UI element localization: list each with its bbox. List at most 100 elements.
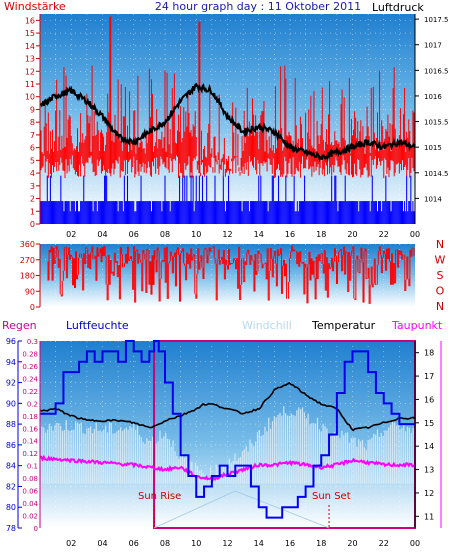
humidity-tick-label: 90 (6, 399, 16, 408)
legend-windchill: Windchill (242, 319, 292, 332)
x-tick-label: 10 (191, 539, 201, 548)
sun-arc (153, 490, 236, 529)
wind-tick-label: 11 (25, 80, 35, 89)
rain-tick-label: 0.12 (22, 450, 38, 458)
x-tick-label: 22 (379, 539, 389, 548)
temp-tick-label: 13 (424, 466, 434, 475)
pressure-tick-label: 1016 (424, 93, 442, 101)
rain-tick-label: 0.24 (22, 375, 38, 383)
wind-tick-label: 2 (30, 195, 35, 204)
rain-tick-label: 0.06 (22, 488, 38, 496)
compass-label: W (435, 254, 446, 267)
wind-axis-title: Windstärke (4, 0, 66, 13)
humidity-tick-label: 78 (6, 524, 16, 533)
humidity-tick-label: 84 (6, 462, 16, 471)
legend-regen: Regen (2, 319, 37, 332)
compass-label: S (437, 269, 444, 282)
compass-label: N (436, 238, 444, 251)
direction-tick-label: 0 (30, 303, 35, 312)
wind-tick-label: 5 (30, 156, 35, 165)
sunset-label: Sun Set (312, 491, 351, 502)
x-tick-label: 16 (285, 230, 295, 239)
wind-tick-label: 1 (30, 207, 35, 216)
compass-label: O (436, 285, 445, 298)
direction-tick-label: 180 (20, 272, 35, 281)
temp-tick-label: 12 (424, 489, 434, 498)
x-tick-label: 04 (97, 539, 107, 548)
wind-tick-label: 8 (30, 118, 35, 127)
temperature-line (39, 381, 416, 432)
direction-tick-label: 270 (20, 256, 35, 265)
rain-tick-label: 0.16 (22, 425, 38, 433)
rain-tick-label: 0.28 (22, 350, 38, 358)
pressure-tick-label: 1014 (424, 195, 442, 203)
x-tick-label: 04 (97, 230, 107, 239)
x-tick-label: 12 (222, 230, 232, 239)
temp-tick-label: 14 (424, 442, 434, 451)
x-tick-label: 08 (160, 230, 170, 239)
wind-tick-label: 0 (30, 220, 35, 229)
x-tick-label: 00 (410, 230, 420, 239)
humidity-line (40, 340, 415, 519)
rain-tick-label: 0.02 (22, 513, 38, 521)
rain-tick-label: 0.2 (27, 400, 38, 408)
compass-label: N (436, 300, 444, 313)
temp-tick-label: 17 (424, 372, 434, 381)
rain-tick-label: 0.22 (22, 388, 38, 396)
legend-taupunkt: Taupunkt (391, 319, 443, 332)
x-tick-label: 14 (254, 539, 264, 548)
x-tick-label: 18 (316, 230, 326, 239)
temp-tick-label: 15 (424, 419, 434, 428)
rain-tick-label: 0.26 (22, 363, 38, 371)
x-tick-label: 02 (66, 230, 76, 239)
wind-tick-label: 16 (25, 16, 35, 25)
x-tick-label: 18 (316, 539, 326, 548)
wind-tick-label: 13 (25, 55, 35, 64)
rain-tick-label: 0.08 (22, 475, 38, 483)
direction-tick-label: 360 (20, 240, 35, 249)
x-tick-label: 02 (66, 539, 76, 548)
chart-title: 24 hour graph day : 11 Oktober 2011 (155, 0, 361, 13)
wind-tick-label: 12 (25, 67, 35, 76)
wind-tick-label: 4 (30, 169, 35, 178)
rain-tick-label: 0.18 (22, 413, 38, 421)
pressure-tick-label: 1014.5 (424, 170, 449, 178)
x-tick-label: 06 (129, 230, 139, 239)
x-tick-label: 10 (191, 230, 201, 239)
rain-tick-label: 0 (34, 525, 38, 533)
pressure-tick-label: 1015 (424, 144, 442, 152)
x-tick-label: 16 (285, 539, 295, 548)
humidity-tick-label: 82 (6, 482, 16, 491)
sunrise-label: Sun Rise (138, 491, 181, 502)
temp-tick-label: 16 (424, 395, 434, 404)
wind-tick-label: 7 (30, 131, 35, 140)
rain-tick-label: 0.14 (22, 438, 38, 446)
x-tick-label: 14 (254, 230, 264, 239)
pressure-tick-label: 1016.5 (424, 67, 449, 75)
rain-tick-label: 0.1 (27, 463, 38, 471)
pressure-tick-label: 1017 (424, 42, 442, 50)
humidity-tick-label: 88 (6, 420, 16, 429)
x-tick-label: 06 (129, 539, 139, 548)
pressure-line (39, 82, 416, 163)
rain-tick-label: 0.3 (27, 338, 38, 346)
wind-tick-label: 3 (30, 182, 35, 191)
x-tick-label: 08 (160, 539, 170, 548)
legend-temperatur: Temperatur (311, 319, 376, 332)
humidity-tick-label: 80 (6, 503, 16, 512)
x-tick-label: 00 (410, 539, 420, 548)
wind-tick-label: 9 (30, 105, 35, 114)
x-tick-label: 22 (379, 230, 389, 239)
wind-tick-label: 10 (25, 93, 35, 102)
humidity-tick-label: 92 (6, 379, 16, 388)
humidity-tick-label: 86 (6, 441, 16, 450)
rain-tick-label: 0.04 (22, 500, 38, 508)
humidity-tick-label: 94 (6, 358, 16, 367)
pressure-tick-label: 1015.5 (424, 119, 449, 127)
wind-tick-label: 14 (25, 42, 35, 51)
wind-tick-label: 15 (25, 29, 35, 38)
pressure-axis-title: Luftdruck (372, 1, 424, 14)
temp-tick-label: 11 (424, 512, 434, 521)
